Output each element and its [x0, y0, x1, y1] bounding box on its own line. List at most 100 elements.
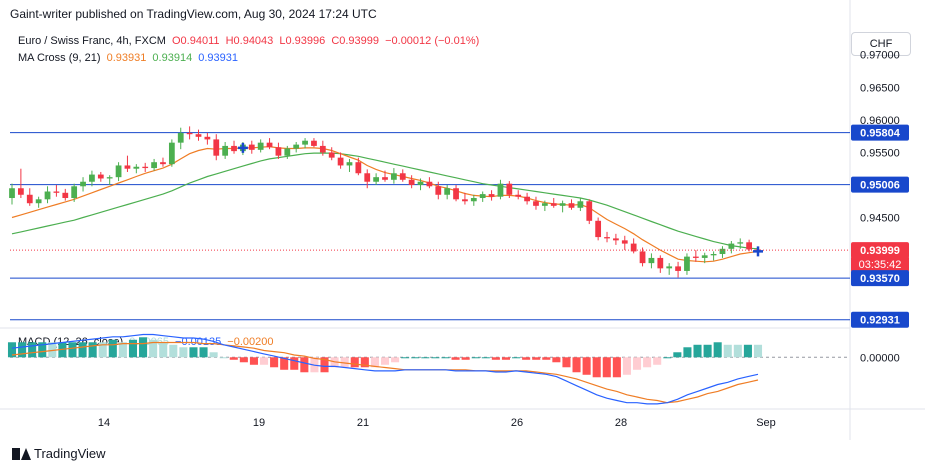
macd-hist-bar-8	[88, 342, 97, 358]
macd-hist-bar-27	[280, 357, 289, 370]
change-value: −0.00012 (−0.01%)	[385, 35, 480, 47]
macd-hist-bar-19	[199, 347, 208, 358]
candle-body-69	[621, 240, 628, 244]
candle-body-8	[80, 181, 86, 187]
candle-body-22	[204, 136, 211, 140]
macd-line	[11, 333, 759, 405]
price-label-1: 0.95006	[860, 180, 900, 192]
macd-hist-bar-0	[7, 342, 17, 358]
macd-hist-bar-21	[219, 357, 228, 359]
candle-body-57	[515, 194, 522, 197]
macd-hist-bar-70	[713, 342, 722, 358]
candle-body-0	[9, 188, 15, 199]
candle-body-6	[62, 192, 69, 199]
candle-body-14	[133, 166, 140, 169]
candle-body-25	[231, 145, 237, 152]
candle-body-16	[151, 162, 157, 169]
macd-legend: MACD (12, 26, close) 0.00065 −0.00135 −0…	[18, 336, 276, 348]
y-tick-label-3: 0.95500	[860, 147, 900, 159]
macd-hist-bar-57	[582, 357, 591, 375]
candle-body-83	[746, 242, 753, 250]
symbol-name: Euro / Swiss Franc, 4h, FXCM	[18, 35, 166, 47]
candle-body-40	[364, 173, 371, 182]
open-value: O0.94011	[172, 35, 220, 47]
price-label-box-0	[851, 124, 909, 141]
tradingview-logo-icon	[12, 447, 31, 460]
macd-hist-bar-17	[179, 347, 188, 358]
candle-body-4	[44, 191, 51, 200]
macd-hist-bar-64	[653, 357, 662, 365]
macd-hist-bar-55	[562, 357, 571, 368]
macd-hist-bar-24	[249, 357, 258, 365]
candle-body-59	[533, 201, 539, 206]
macd-hist-bar-39	[401, 357, 410, 359]
macd-hist-bar-48	[491, 357, 500, 360]
ma-fast-value: 0.93931	[106, 52, 147, 64]
price-label-4: 0.93570	[860, 273, 900, 285]
macd-zero-label: 0.00000	[860, 352, 900, 364]
candle-body-74	[666, 266, 673, 269]
candle-body-77	[692, 256, 699, 258]
macd-hist-bar-35	[360, 357, 369, 368]
candle-body-31	[284, 148, 291, 156]
candle-body-19	[177, 132, 184, 143]
candle-body-66	[595, 220, 602, 238]
y-tick-label-1: 0.96500	[860, 82, 900, 94]
price-label-box-3	[851, 256, 909, 273]
symbol-legend: Euro / Swiss Franc, 4h, FXCM O0.94011 H0…	[18, 35, 482, 47]
macd-hist-bar-65	[663, 357, 672, 359]
candle-body-79	[710, 254, 717, 256]
macd-hist-bar-54	[552, 357, 561, 363]
candle-body-70	[630, 243, 637, 252]
price-label-box-1	[851, 176, 909, 193]
price-chart: 0.97000 0.96500 0.96000 0.95500 0.94500 0.958…	[0, 0, 925, 440]
macd-signal-value: −0.00200	[227, 336, 274, 348]
macd-hist-bar-61	[622, 357, 631, 375]
macd-hist-bar-45	[461, 357, 470, 360]
candle-body-50	[453, 188, 459, 200]
tradingview-footer: TradingView	[12, 446, 106, 461]
currency-button[interactable]: CHF	[851, 32, 911, 56]
macd-hist-bar-59	[602, 357, 611, 378]
candle-body-62	[559, 203, 566, 206]
macd-hist-bar-16	[169, 344, 178, 358]
candle-body-2	[26, 194, 33, 204]
candle-body-63	[568, 203, 575, 208]
price-label-box-5	[851, 311, 909, 328]
price-label-box-2	[851, 242, 909, 259]
x-tick-label-1: 19	[253, 417, 265, 429]
candle-body-41	[373, 177, 380, 182]
candle-body-53	[479, 194, 486, 199]
candle-body-1	[17, 188, 24, 195]
ma-legend: MA Cross (9, 21) 0.93931 0.93914 0.93931	[18, 52, 241, 64]
ma-fast-line	[11, 145, 759, 263]
candle-body-13	[124, 165, 131, 169]
macd-hist-bar-12	[128, 339, 138, 358]
x-tick-label-0: 14	[98, 417, 110, 429]
y-tick-label-0: 0.97000	[860, 50, 900, 62]
macd-hist-bar-25	[259, 357, 269, 365]
candle-body-37	[337, 157, 344, 166]
candle-body-64	[577, 201, 584, 208]
candle-body-56	[506, 183, 513, 195]
y-tick-label-4: 0.94500	[860, 213, 900, 225]
macd-hist-bar-13	[139, 337, 148, 358]
macd-hist-bar-66	[673, 352, 682, 358]
candle-body-24	[222, 145, 229, 156]
low-value: L0.93996	[279, 35, 326, 47]
macd-hist-bar-2	[28, 342, 37, 358]
candle-body-38	[346, 162, 353, 166]
ma-slow-line	[11, 152, 759, 250]
macd-hist-bar-18	[189, 347, 198, 358]
macd-hist-bar-69	[703, 344, 712, 358]
candle-body-18	[168, 142, 175, 165]
macd-hist-bar-58	[592, 357, 601, 378]
macd-hist-bar-33	[340, 357, 349, 368]
candle-body-32	[293, 144, 300, 149]
macd-hist-bar-15	[159, 342, 168, 358]
candle-body-46	[417, 181, 424, 185]
macd-hist-bar-43	[441, 357, 450, 359]
high-value: H0.94043	[225, 35, 274, 47]
macd-line-value: −0.00135	[175, 336, 222, 348]
candle-body-52	[470, 198, 477, 202]
